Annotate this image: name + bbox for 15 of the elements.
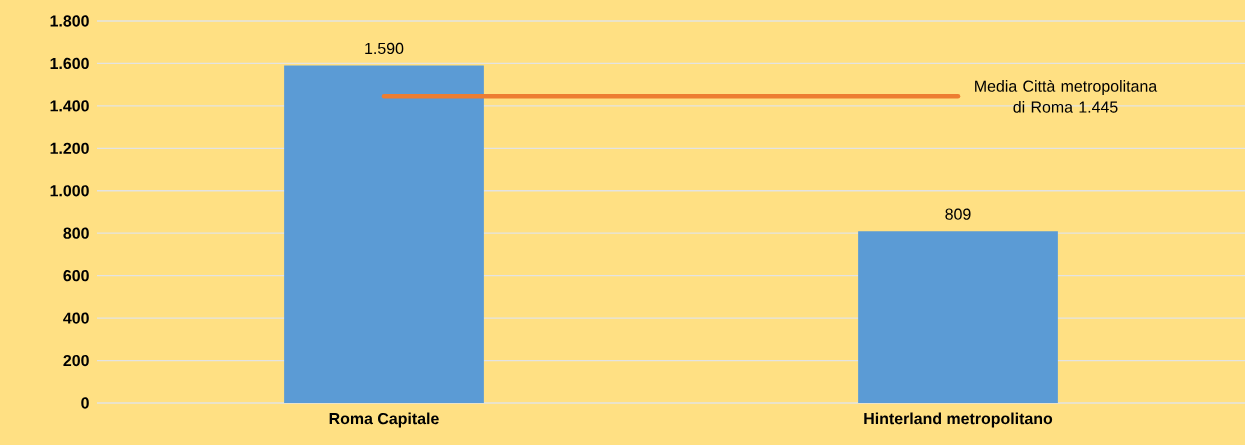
ref-line-label: Media Città metropolitana di Roma 1.445 — [975, 79, 1158, 113]
y-tick-label: 0 — [81, 397, 89, 409]
y-tick-label: 200 — [63, 354, 89, 367]
y-tick-label: 1.600 — [50, 57, 89, 70]
x-tick-label: Roma Capitale — [329, 412, 439, 428]
y-tick-label: 400 — [63, 312, 89, 324]
y-tick-label: 800 — [63, 227, 89, 239]
y-tick-label: 1.400 — [50, 100, 89, 112]
data-label: 809 — [945, 208, 971, 220]
y-tick-label: 1.000 — [50, 185, 89, 197]
x-tick-label: Hinterland metropolitano — [864, 412, 1053, 428]
y-tick-label: 1.200 — [50, 142, 89, 154]
y-tick-label: 1.800 — [50, 15, 89, 27]
data-label: 1.590 — [365, 42, 404, 55]
y-tick-label: 600 — [63, 270, 89, 282]
